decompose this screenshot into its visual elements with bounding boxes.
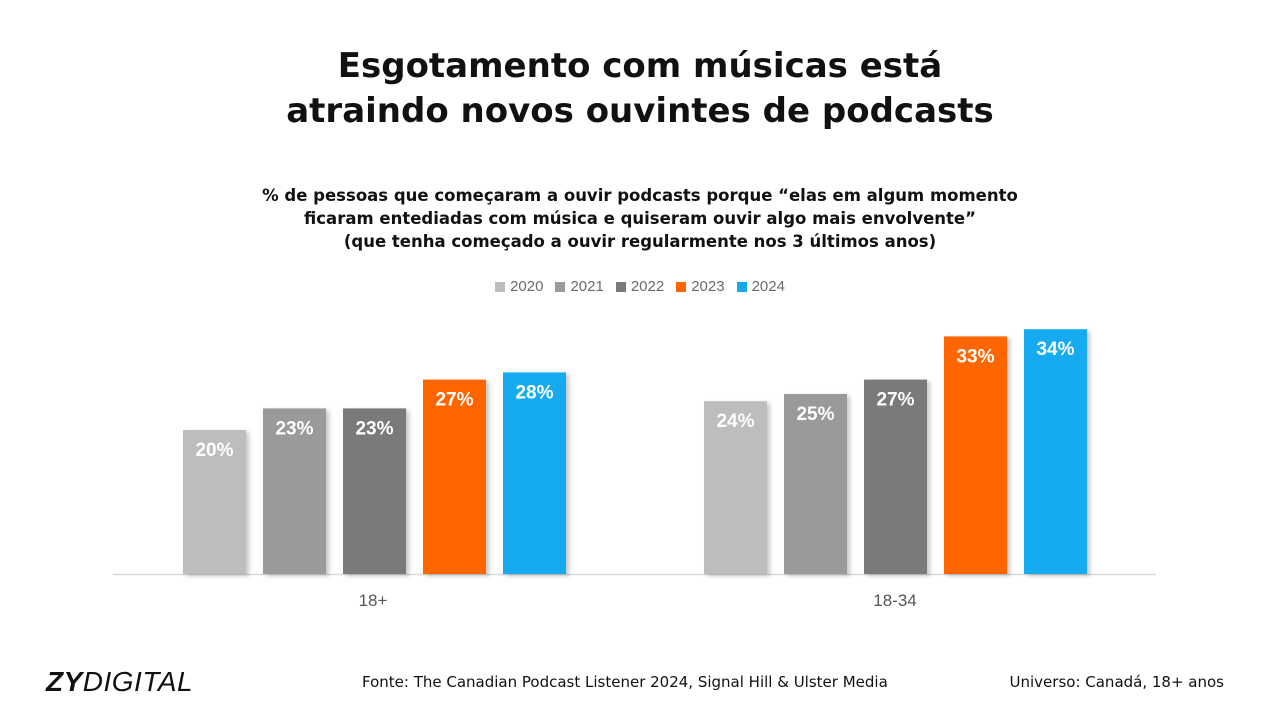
- chart-subtitle-line-1: % de pessoas que começaram a ouvir podca…: [262, 186, 1018, 205]
- bars-layer: [183, 329, 1087, 574]
- data-label-18-34-2022: 27%: [876, 390, 914, 411]
- bar-18-34-2023: [944, 336, 1007, 574]
- chart-title: Esgotamento com músicas está atraindo no…: [0, 44, 1280, 134]
- data-label-18+-2020: 20%: [195, 440, 233, 461]
- labels-layer: 20% 23% 23% 27% 28% 18+ 24% 25% 27% 33% 34% 18-34: [195, 339, 1074, 610]
- source-note: Fonte: The Canadian Podcast Listener 202…: [362, 673, 888, 691]
- legend-label-2023: 2023: [691, 278, 725, 295]
- bar-18+-2020: [183, 430, 246, 574]
- category-label-18-34: 18-34: [873, 591, 916, 610]
- data-label-18+-2022: 23%: [355, 418, 393, 439]
- legend-item-2022: 2022: [615, 278, 665, 295]
- legend-label-2020: 2020: [510, 278, 544, 295]
- legend-swatch-2024: [736, 281, 747, 292]
- bar-18-34-2021: [784, 394, 847, 574]
- data-label-18-34-2020: 24%: [716, 411, 754, 432]
- chart-title-line-1: Esgotamento com músicas está: [337, 46, 943, 86]
- legend-swatch-2021: [555, 281, 566, 292]
- chart-subtitle-line-3: (que tenha começado a ouvir regularmente…: [343, 232, 937, 251]
- legend-swatch-2023: [676, 281, 687, 292]
- data-label-18-34-2021: 25%: [796, 404, 834, 425]
- bar-18+-2024: [503, 372, 566, 574]
- bar-18+-2021: [263, 408, 326, 574]
- legend-item-2023: 2023: [676, 278, 725, 295]
- chart-legend: 2020 2021 2022 2023 2024: [0, 278, 1280, 295]
- legend-swatch-2020: [495, 281, 506, 292]
- data-label-18-34-2023: 33%: [956, 346, 994, 367]
- data-label-18+-2024: 28%: [515, 382, 553, 403]
- bar-18-34-2020: [704, 401, 767, 574]
- legend-label-2022: 2022: [630, 278, 665, 295]
- legend-item-2021: 2021: [555, 278, 604, 295]
- chart-title-line-2: atraindo novos ouvintes de podcasts: [286, 91, 994, 131]
- data-label-18+-2021: 23%: [275, 418, 313, 439]
- zydigital-logo: ZYDIGITAL: [46, 666, 193, 698]
- legend-item-2020: 2020: [495, 278, 543, 295]
- legend-label-2024: 2024: [751, 278, 785, 295]
- bar-18-34-2024: [1024, 329, 1087, 574]
- category-label-18+: 18+: [359, 591, 388, 610]
- bar-18+-2022: [343, 408, 406, 574]
- legend-swatch-2022: [615, 281, 626, 292]
- chart-subtitle: % de pessoas que começaram a ouvir podca…: [0, 184, 1280, 253]
- logo-bold-text: ZY: [46, 666, 83, 697]
- universe-note: Universo: Canadá, 18+ anos: [1009, 673, 1224, 691]
- bar-18+-2023: [423, 379, 486, 574]
- data-label-18+-2023: 27%: [435, 390, 473, 411]
- logo-light-text: DIGITAL: [82, 666, 194, 697]
- bar-18-34-2022: [864, 379, 927, 574]
- legend-label-2021: 2021: [570, 278, 604, 295]
- chart-subtitle-line-2: ficaram entediadas com música e quiseram…: [304, 209, 976, 228]
- legend-item-2024: 2024: [736, 278, 785, 295]
- data-label-18-34-2024: 34%: [1036, 339, 1074, 360]
